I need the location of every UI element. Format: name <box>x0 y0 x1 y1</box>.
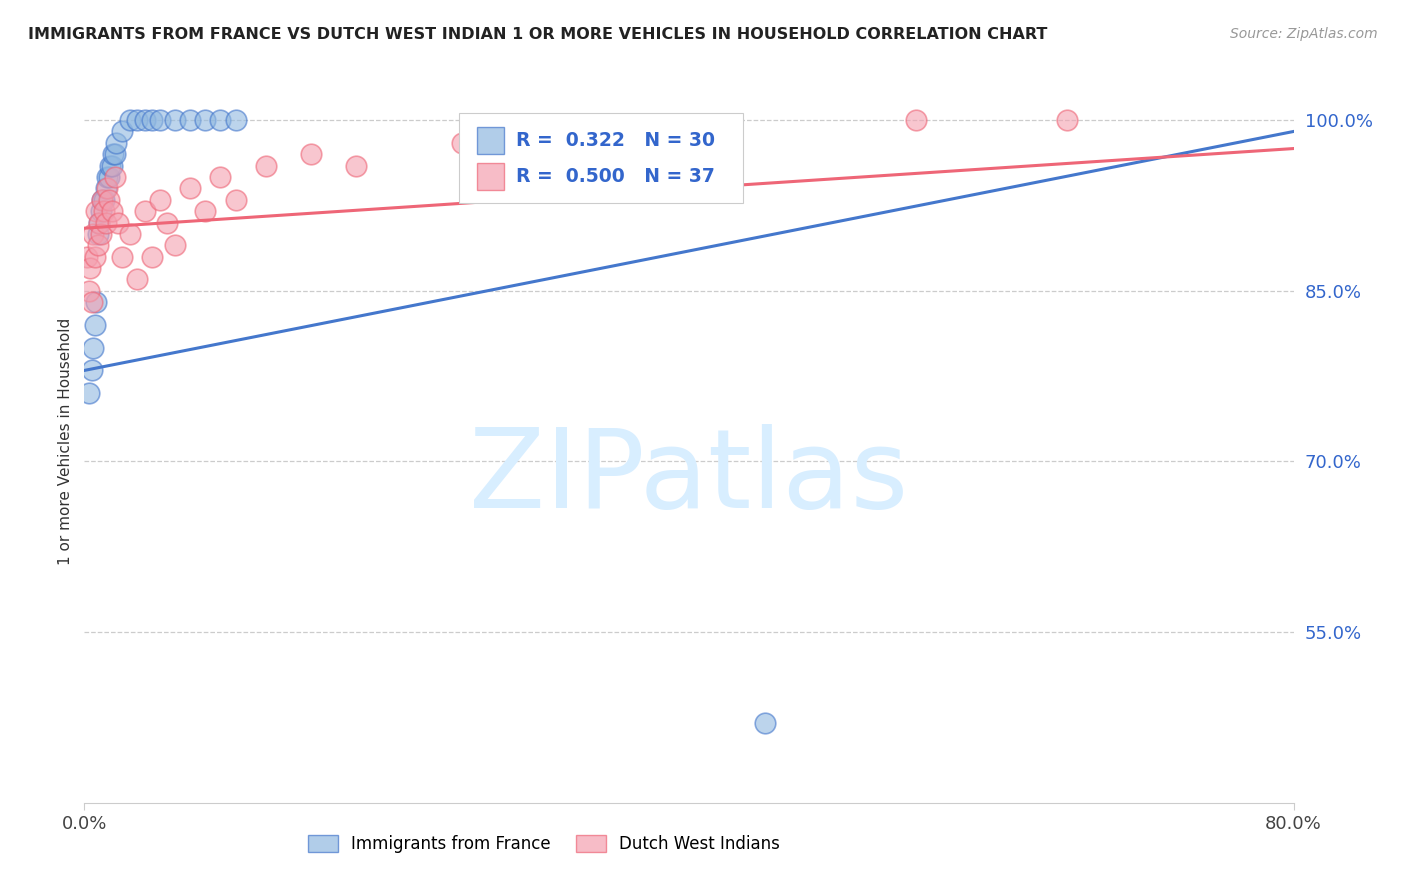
Point <box>165 113 187 128</box>
Point <box>134 204 156 219</box>
Point <box>91 193 114 207</box>
Point <box>77 386 100 401</box>
Text: R =  0.322   N = 30: R = 0.322 N = 30 <box>516 131 716 150</box>
Point <box>149 193 172 207</box>
Point <box>209 169 232 184</box>
Point <box>209 113 232 128</box>
Text: IMMIGRANTS FROM FRANCE VS DUTCH WEST INDIAN 1 OR MORE VEHICLES IN HOUSEHOLD CORR: IMMIGRANTS FROM FRANCE VS DUTCH WEST IND… <box>28 27 1047 42</box>
Bar <box>478 127 503 154</box>
Point <box>104 147 127 161</box>
Point <box>76 250 98 264</box>
Point <box>87 227 110 241</box>
Point <box>194 113 217 128</box>
FancyBboxPatch shape <box>460 112 744 203</box>
Point <box>100 159 122 173</box>
Point <box>111 124 134 138</box>
Point <box>84 318 107 332</box>
Point <box>165 238 187 252</box>
Point <box>97 169 120 184</box>
Point <box>299 147 322 161</box>
Text: R =  0.500   N = 37: R = 0.500 N = 37 <box>516 167 714 186</box>
Point <box>904 113 927 128</box>
Point <box>118 227 141 241</box>
Point <box>96 169 118 184</box>
Point <box>179 181 201 195</box>
Point <box>93 204 115 219</box>
Text: Source: ZipAtlas.com: Source: ZipAtlas.com <box>1230 27 1378 41</box>
Point <box>87 238 110 252</box>
Point <box>91 193 114 207</box>
Point <box>79 260 101 275</box>
Point <box>754 716 776 731</box>
Point <box>89 215 111 229</box>
Point <box>93 193 115 207</box>
Y-axis label: 1 or more Vehicles in Household: 1 or more Vehicles in Household <box>58 318 73 566</box>
Point <box>89 215 111 229</box>
Point <box>225 113 247 128</box>
Point <box>1056 113 1078 128</box>
Point <box>94 215 117 229</box>
Point <box>101 147 124 161</box>
Point <box>86 295 108 310</box>
Point <box>141 113 163 128</box>
Point <box>82 227 104 241</box>
Point <box>90 227 112 241</box>
Point <box>111 250 134 264</box>
Point <box>80 363 103 377</box>
Point <box>225 193 247 207</box>
Point <box>118 113 141 128</box>
Point <box>127 272 149 286</box>
Point <box>86 204 108 219</box>
Point <box>77 284 100 298</box>
Point <box>346 159 368 173</box>
Point <box>149 113 172 128</box>
Point <box>82 341 104 355</box>
Point <box>141 250 163 264</box>
Point <box>104 169 127 184</box>
Point <box>107 215 129 229</box>
Point <box>96 181 118 195</box>
Point <box>97 193 120 207</box>
Point <box>127 113 149 128</box>
Point <box>105 136 128 150</box>
Point <box>90 204 112 219</box>
Point <box>156 215 179 229</box>
Point <box>194 204 217 219</box>
Point <box>134 113 156 128</box>
Legend: Immigrants from France, Dutch West Indians: Immigrants from France, Dutch West India… <box>301 828 786 860</box>
Point <box>100 204 122 219</box>
Point <box>179 113 201 128</box>
Bar <box>478 162 503 190</box>
Point <box>94 181 117 195</box>
Point <box>84 250 107 264</box>
Point <box>527 124 550 138</box>
Point <box>98 159 121 173</box>
Point <box>451 136 474 150</box>
Point <box>254 159 277 173</box>
Text: ZIPatlas: ZIPatlas <box>470 425 908 531</box>
Point <box>80 295 103 310</box>
